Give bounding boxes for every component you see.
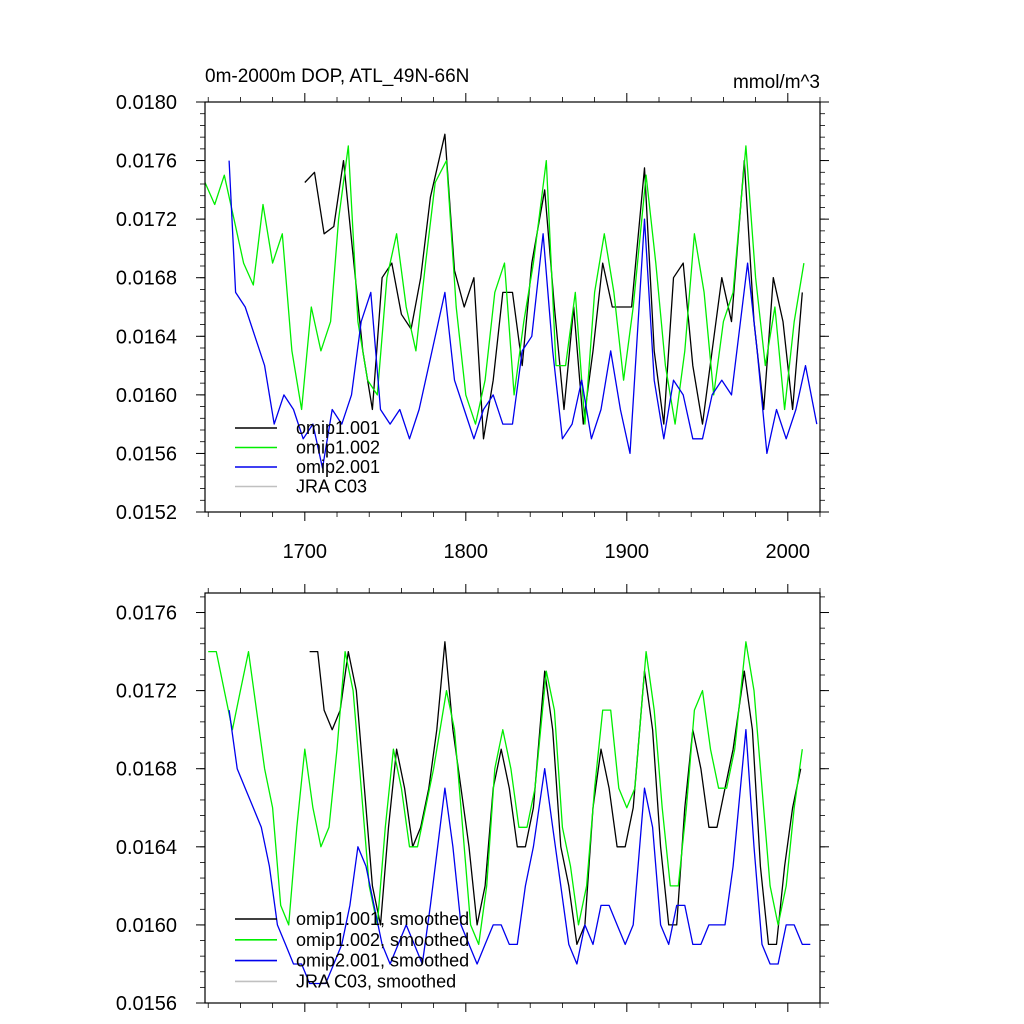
series-line-omip1-001 [304, 133, 803, 440]
series-line-omip2-001-smoothed [228, 710, 811, 985]
y-tick-label: 0.0172 [116, 681, 177, 703]
top-panel-frame [204, 101, 821, 513]
legend-label: omip1.001 [296, 418, 380, 438]
y-tick-label: 0.0180 [116, 92, 177, 114]
series-line-omip1-001-smoothed [309, 641, 802, 946]
y-tick-label: 0.0168 [116, 268, 177, 290]
legend-label: omip2.001, smoothed [296, 951, 469, 971]
legend-label: omip2.001 [296, 457, 380, 477]
y-tick-label: 0.0176 [116, 151, 177, 173]
legend-label: JRA C03, smoothed [296, 971, 456, 991]
series-line-omip1-002 [204, 145, 805, 425]
legend-label: omip1.002 [296, 438, 380, 458]
bottom-panel-series [208, 641, 811, 985]
y-tick-label: 0.0160 [116, 915, 177, 937]
top-panel-ticks: 0.0152 0.0156 0.0160 0.0164 0.0168 0.0172 0.01… [116, 92, 829, 563]
y-tick-label: 0.0156 [116, 443, 177, 465]
top-panel-units: mmol/m^3 [733, 72, 820, 93]
x-tick-label: 1800 [444, 541, 489, 563]
y-tick-label: 0.0172 [116, 209, 177, 231]
x-tick-label: 1900 [605, 541, 650, 563]
series-line-omip2-001 [228, 160, 818, 469]
x-tick-label: 1700 [283, 541, 328, 563]
y-tick-label: 0.0160 [116, 385, 177, 407]
y-tick-label: 0.0176 [116, 603, 177, 625]
bottom-panel-frame [204, 592, 821, 1004]
legend-label: omip1.002, smoothed [296, 930, 469, 950]
legend-label: omip1.001, smoothed [296, 909, 469, 929]
y-tick-label: 0.0152 [116, 502, 177, 524]
bottom-panel: 0.0156 0.0160 0.0164 0.0168 0.0172 0.0176 omi… [116, 584, 829, 1015]
x-tick-label: 2000 [766, 541, 811, 563]
y-tick-label: 0.0156 [116, 993, 177, 1015]
top-panel-title: 0m-2000m DOP, ATL_49N-66N [205, 66, 469, 87]
bottom-panel-ticks: 0.0156 0.0160 0.0164 0.0168 0.0172 0.0176 [116, 584, 829, 1015]
y-tick-label: 0.0168 [116, 759, 177, 781]
top-panel: 0m-2000m DOP, ATL_49N-66N mmol/m^3 0.015… [116, 66, 829, 563]
y-tick-label: 0.0164 [116, 326, 177, 348]
y-tick-label: 0.0164 [116, 837, 177, 859]
series-line-omip1-002-smoothed [208, 641, 803, 946]
top-panel-series [204, 133, 818, 469]
legend-label: JRA C03 [296, 477, 367, 497]
